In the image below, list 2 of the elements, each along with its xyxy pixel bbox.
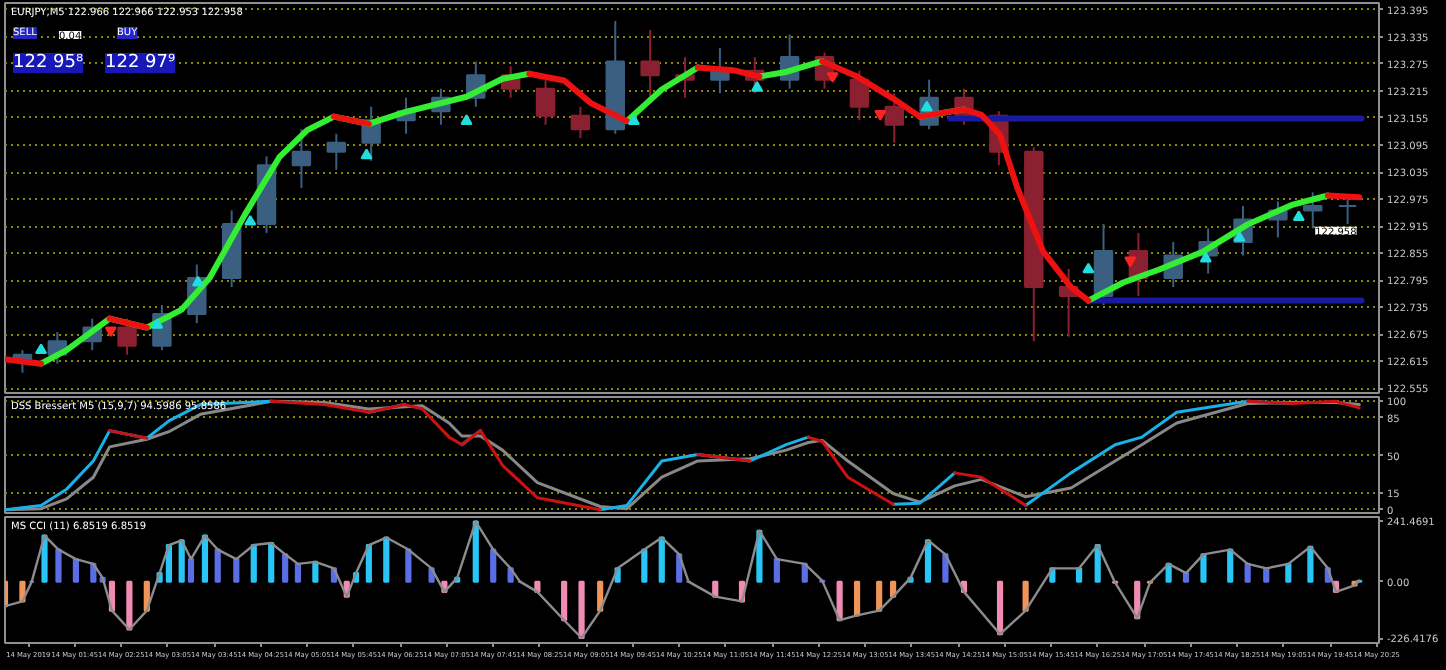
annotation: 122 95⁸ <box>13 53 84 73</box>
annotation: 122 97⁹ <box>105 53 176 73</box>
